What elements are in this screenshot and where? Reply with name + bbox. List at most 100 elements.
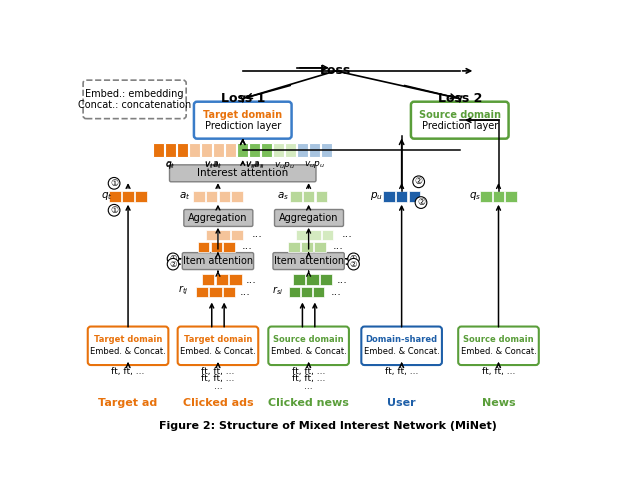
Bar	[202, 143, 212, 157]
Text: Embed. & Concat.: Embed. & Concat.	[90, 347, 166, 356]
Bar	[153, 143, 164, 157]
Text: ...: ...	[342, 229, 353, 239]
Bar	[383, 191, 395, 202]
Text: ①: ①	[169, 255, 177, 264]
FancyBboxPatch shape	[458, 327, 539, 365]
Bar	[250, 143, 260, 157]
Bar	[309, 229, 321, 239]
Text: ft, ft, ...: ft, ft, ...	[111, 367, 145, 376]
Text: Figure 2: Structure of Mixed Interest Network (MiNet): Figure 2: Structure of Mixed Interest Ne…	[159, 421, 497, 431]
Text: ft, ft, ...: ft, ft, ...	[385, 367, 419, 376]
Bar	[292, 274, 305, 285]
Bar	[231, 229, 243, 239]
Bar	[396, 191, 408, 202]
Text: $v_u p_u$: $v_u p_u$	[275, 160, 295, 171]
Bar	[237, 143, 272, 157]
Bar	[205, 229, 217, 239]
Text: Domain-shared: Domain-shared	[365, 335, 438, 344]
Bar	[298, 143, 332, 157]
Bar	[408, 191, 420, 202]
Text: $q_t$: $q_t$	[100, 190, 112, 202]
Bar	[493, 191, 504, 202]
Text: Embed. & Concat.: Embed. & Concat.	[180, 347, 256, 356]
Bar	[273, 143, 284, 157]
Text: News: News	[482, 398, 515, 408]
Text: $v_s a_s$: $v_s a_s$	[245, 159, 264, 170]
Text: Source domain: Source domain	[273, 335, 344, 344]
Bar	[322, 229, 333, 239]
Text: $q_t$: $q_t$	[166, 160, 176, 171]
Bar	[296, 229, 308, 239]
Text: Target ad: Target ad	[99, 398, 157, 408]
Bar	[209, 287, 222, 297]
Bar	[273, 143, 296, 157]
Text: Aggregation: Aggregation	[279, 213, 339, 223]
Bar	[223, 242, 235, 252]
Text: ft, ft, ...: ft, ft, ...	[292, 374, 325, 383]
Bar	[309, 143, 320, 157]
Bar	[480, 191, 492, 202]
Text: ...: ...	[242, 241, 253, 252]
Text: Source domain: Source domain	[463, 335, 534, 344]
Bar	[231, 191, 243, 202]
Text: $v_u p_u$: $v_u p_u$	[304, 159, 325, 170]
Text: Embed.: embedding: Embed.: embedding	[85, 89, 184, 99]
Bar	[316, 191, 327, 202]
Bar	[216, 274, 228, 285]
Bar	[198, 242, 209, 252]
Bar	[289, 287, 300, 297]
Text: ②: ②	[169, 260, 177, 269]
FancyBboxPatch shape	[362, 327, 442, 365]
Text: $a_t$: $a_t$	[179, 190, 190, 202]
FancyBboxPatch shape	[275, 209, 344, 226]
Bar	[320, 274, 332, 285]
Text: Clicked ads: Clicked ads	[182, 398, 253, 408]
Text: Embed. & Concat.: Embed. & Concat.	[271, 347, 346, 356]
Text: ②: ②	[417, 198, 425, 207]
Text: Concat.: concatenation: Concat.: concatenation	[77, 100, 191, 110]
FancyBboxPatch shape	[194, 102, 292, 139]
Text: ...: ...	[239, 287, 250, 297]
Bar	[109, 191, 121, 202]
Text: ②: ②	[350, 260, 357, 269]
FancyBboxPatch shape	[83, 80, 186, 119]
FancyBboxPatch shape	[178, 327, 259, 365]
Text: ...: ...	[252, 229, 262, 239]
Text: ...: ...	[330, 287, 341, 297]
Bar	[261, 143, 272, 157]
Bar	[218, 229, 230, 239]
Text: Prediction layer: Prediction layer	[422, 121, 498, 131]
Bar	[301, 287, 312, 297]
Bar	[301, 242, 313, 252]
Bar	[196, 287, 208, 297]
Bar	[218, 191, 230, 202]
Text: Item attention: Item attention	[183, 256, 253, 266]
Text: $v_t a_t$: $v_t a_t$	[204, 159, 222, 170]
Text: ①: ①	[110, 179, 118, 188]
Bar	[153, 143, 188, 157]
Text: $a_s$: $a_s$	[277, 190, 289, 202]
Text: ...: ...	[246, 275, 257, 285]
Bar	[135, 191, 147, 202]
Text: ft, ft, ...: ft, ft, ...	[482, 367, 515, 376]
Bar	[211, 242, 222, 252]
FancyBboxPatch shape	[182, 253, 253, 270]
Text: User: User	[387, 398, 416, 408]
Text: Prediction layer: Prediction layer	[205, 121, 281, 131]
Bar	[307, 274, 319, 285]
Text: ...: ...	[337, 275, 348, 285]
Bar	[225, 143, 236, 157]
Text: ft, ft, ...: ft, ft, ...	[201, 367, 235, 376]
Bar	[313, 287, 324, 297]
Text: $v_t a_t$: $v_t a_t$	[204, 160, 222, 171]
Text: $r_{si}$: $r_{si}$	[272, 284, 284, 297]
Bar	[165, 143, 176, 157]
Text: Target domain: Target domain	[94, 335, 162, 344]
Bar	[321, 143, 332, 157]
FancyBboxPatch shape	[184, 209, 253, 226]
Text: $v_s a_s$: $v_s a_s$	[245, 160, 264, 171]
Bar	[229, 274, 241, 285]
Bar	[189, 143, 236, 157]
Bar	[193, 191, 205, 202]
Text: $r_{tj}$: $r_{tj}$	[178, 284, 188, 297]
